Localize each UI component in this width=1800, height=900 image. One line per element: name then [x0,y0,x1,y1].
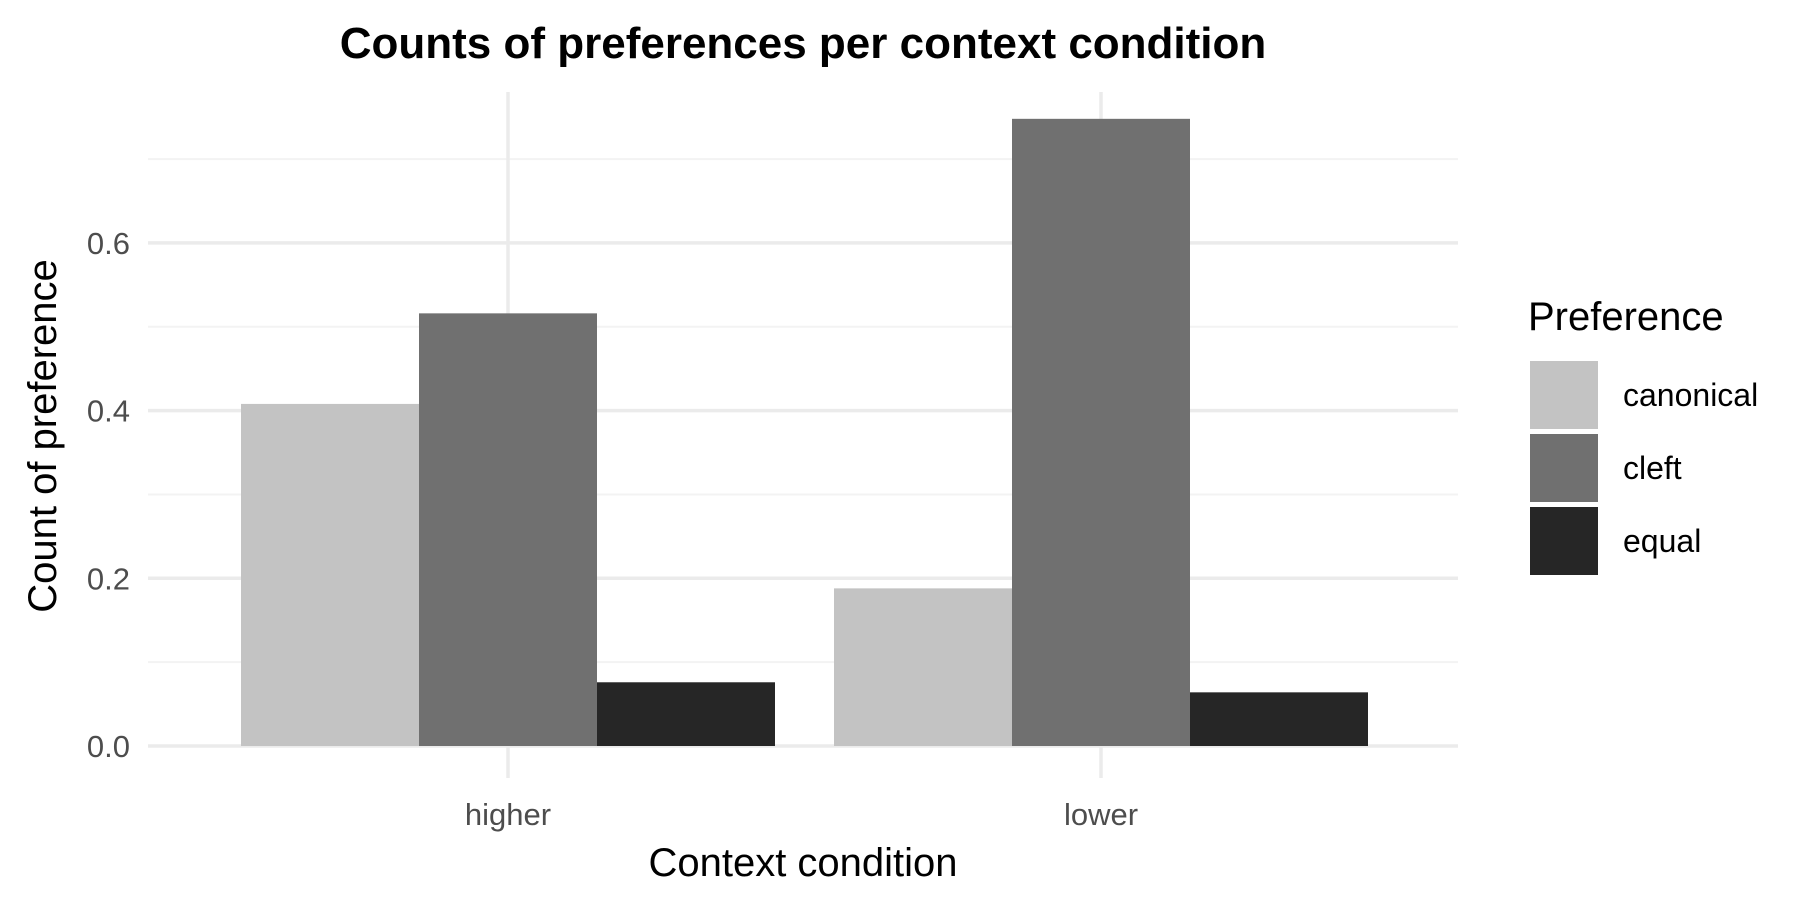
legend: Preference canonical cleft equal [1528,295,1758,575]
bars [241,118,1368,747]
legend-key-canonical [1530,361,1598,429]
legend-key-cleft [1530,434,1598,502]
x-tick-label-higher: higher [465,797,551,832]
x-axis-title: Context condition [648,841,957,885]
bar-canonical-lower [834,588,1012,746]
y-tick-label: 0.2 [87,561,130,596]
y-axis-title: Count of preference [21,259,65,613]
legend-label-canonical: canonical [1623,377,1758,413]
bar-equal-lower [1190,692,1368,746]
y-tick-label: 0.0 [87,729,130,764]
legend-key-equal [1530,507,1598,575]
axes: 0.0 0.2 0.4 0.6 higher lower [87,226,1138,832]
legend-label-equal: equal [1623,523,1701,559]
bar-canonical-higher [241,403,419,746]
legend-title: Preference [1528,295,1724,339]
bar-cleft-lower [1012,118,1190,747]
legend-label-cleft: cleft [1623,450,1682,486]
bar-equal-higher [597,682,775,746]
chart-title: Counts of preferences per context condit… [340,19,1267,68]
x-tick-label-lower: lower [1064,797,1138,832]
y-tick-label: 0.4 [87,394,130,429]
y-tick-label: 0.6 [87,226,130,261]
bar-cleft-higher [419,313,597,746]
